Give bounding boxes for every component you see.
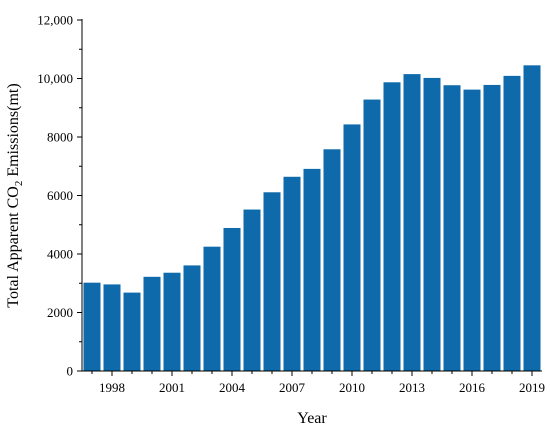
x-tick-label: 1998: [99, 380, 125, 395]
bar-2006: [263, 192, 281, 371]
x-tick-label: 2007: [279, 380, 306, 395]
bar-2003: [203, 246, 221, 371]
bar-2000: [143, 276, 161, 371]
bar-2001: [163, 272, 181, 371]
bar-2004: [223, 227, 241, 371]
y-tick-label: 0: [67, 364, 74, 379]
bar-2011: [363, 99, 381, 371]
bar-2008: [303, 168, 321, 371]
x-tick-label: 2016: [459, 380, 486, 395]
bar-2017: [483, 84, 501, 371]
x-tick-label: 2013: [399, 380, 425, 395]
y-axis-title: Total Apparent CO2 Emissions(mt): [5, 83, 25, 307]
y-tick-label: 12,000: [37, 13, 73, 28]
x-tick-label: 2004: [219, 380, 246, 395]
y-tick-label: 10,000: [37, 71, 73, 86]
bar-2012: [383, 82, 401, 372]
x-tick-label: 2001: [159, 380, 185, 395]
bars-group: [83, 65, 541, 372]
bar-1999: [123, 292, 141, 371]
bar-2019: [523, 65, 541, 371]
x-axis-title: Year: [297, 410, 327, 427]
y-tick-label: 2000: [47, 305, 73, 320]
y-axis-title-part-2: Emissions(mt): [5, 83, 22, 180]
bar-2013: [403, 74, 421, 372]
bar-2015: [443, 85, 461, 371]
bar-2002: [183, 265, 201, 371]
bar-2016: [463, 89, 481, 372]
bar-1997: [83, 282, 101, 371]
bar-2005: [243, 209, 261, 371]
y-axis: 0 2000 4000 6000 8000 10,000 12,000: [37, 13, 83, 379]
y-tick-label: 4000: [47, 247, 73, 262]
bar-2009: [323, 149, 341, 371]
x-axis: 1998 2001 2004 2007 2010 2013 2016 2019: [82, 370, 545, 395]
y-axis-title-part-1: Total Apparent CO: [5, 186, 22, 308]
bar-1998: [103, 284, 121, 371]
x-tick-label: 2010: [339, 380, 365, 395]
bar-2014: [423, 77, 441, 372]
y-tick-label: 8000: [47, 130, 73, 145]
bar-2018: [503, 75, 521, 372]
bar-2010: [343, 124, 361, 371]
y-axis-title-subscript: 2: [13, 181, 25, 187]
x-tick-label: 2019: [519, 380, 545, 395]
bar-2007: [283, 176, 301, 371]
y-tick-label: 6000: [47, 188, 73, 203]
